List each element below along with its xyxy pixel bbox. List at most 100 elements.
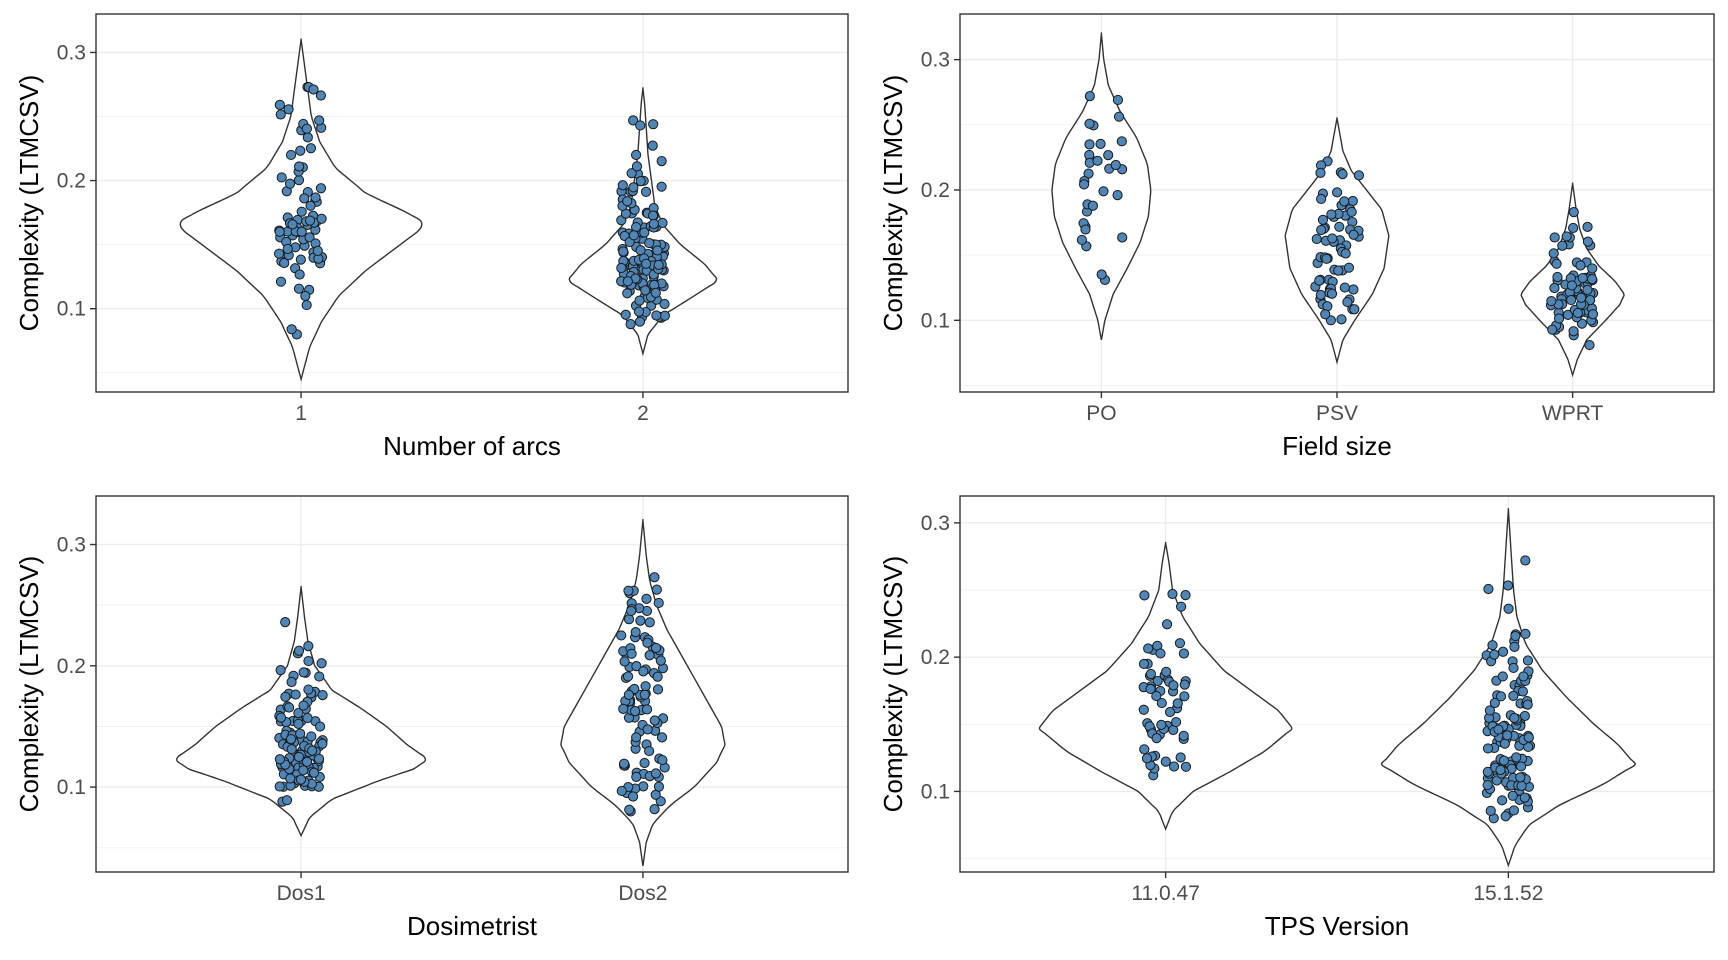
data-point [1483,583,1494,595]
data-point [1314,275,1325,286]
data-point [1546,295,1557,307]
points-WPRT [1545,207,1599,351]
data-point [281,795,293,806]
data-point [286,676,297,688]
data-point [623,585,634,596]
data-point [635,120,646,131]
data-point [1523,732,1534,743]
data-point [1161,666,1172,677]
data-point [1336,314,1347,325]
data-point [1518,671,1529,682]
data-point [620,309,631,320]
data-point [308,767,320,778]
data-point [1110,159,1121,171]
data-point [1317,214,1329,225]
x-axis-title: TPS Version [1265,911,1410,941]
violin-2 [568,87,718,357]
points-2 [616,115,670,330]
points-15.1.52 [1481,555,1536,824]
data-point [1316,224,1327,236]
y-tick-label: 0.1 [921,780,950,803]
data-point [652,245,663,256]
data-point [1156,697,1167,709]
data-point [286,744,297,755]
data-point [1485,805,1496,816]
data-point [635,615,646,626]
data-point [1516,780,1527,791]
data-point [1561,231,1572,242]
y-axis-title: Complexity (LTMCSV) [878,75,908,332]
data-point [657,217,668,228]
data-point [650,642,662,654]
data-point [1497,795,1508,806]
data-point [641,593,652,604]
data-point [1495,764,1506,776]
data-point [649,804,660,815]
data-point [1552,271,1563,283]
data-point [1575,260,1586,271]
data-point [1151,733,1162,744]
data-point [1502,580,1514,591]
data-point [1568,222,1579,234]
data-point [1138,704,1149,715]
data-point [1340,248,1351,259]
data-point [1489,697,1500,709]
data-point [283,702,295,713]
data-point [310,192,321,203]
data-point [1167,588,1178,600]
data-point [1112,189,1123,201]
y-tick-label: 0.3 [921,49,950,72]
data-point [1164,706,1176,718]
data-point [1315,167,1326,178]
data-point [1168,761,1180,772]
data-point [1547,324,1558,335]
panel-border [95,13,849,393]
data-point [1346,206,1357,218]
data-point [631,732,642,743]
data-point [648,218,659,230]
data-point [627,791,639,802]
data-point [625,318,636,330]
panel-border [959,495,1715,873]
data-point [631,661,642,672]
data-point [284,178,296,189]
y-axis-title: Complexity (LTMCSV) [878,556,908,813]
data-point [316,658,327,669]
data-point [1495,691,1507,702]
data-point [1500,811,1511,822]
data-point [1333,265,1344,276]
data-point [1332,187,1343,198]
y-tick-label: 0.1 [57,776,86,799]
x-tick-label: 11.0.47 [1131,882,1200,905]
violin-15.1.52 [1380,507,1636,868]
data-point [1145,668,1157,680]
data-point [1586,273,1598,285]
data-point [622,288,633,299]
data-point [1321,253,1332,264]
data-point [1548,248,1559,259]
data-point [1320,309,1331,320]
data-point [1080,224,1091,235]
data-point [295,774,307,785]
data-point [304,215,316,226]
data-point [1349,304,1360,315]
x-tick-label: WPRT [1542,402,1604,425]
panel-1: 0.1 0.2 0.3 1 2 Number of arcs Complexity (LTM… [14,13,849,461]
data-point [1168,680,1179,691]
data-point [293,751,305,763]
data-point [1502,730,1513,741]
data-point [293,645,305,656]
data-point [656,732,668,743]
data-point [617,180,628,191]
data-point [649,715,660,726]
violin-11.0.47 [1038,541,1293,831]
data-point [633,306,645,317]
data-point [298,765,309,776]
data-point [653,259,664,271]
data-point [653,781,665,792]
data-point [286,324,297,335]
data-point [287,219,298,230]
data-point [1179,679,1190,690]
data-point [630,149,642,161]
data-point [634,295,645,306]
